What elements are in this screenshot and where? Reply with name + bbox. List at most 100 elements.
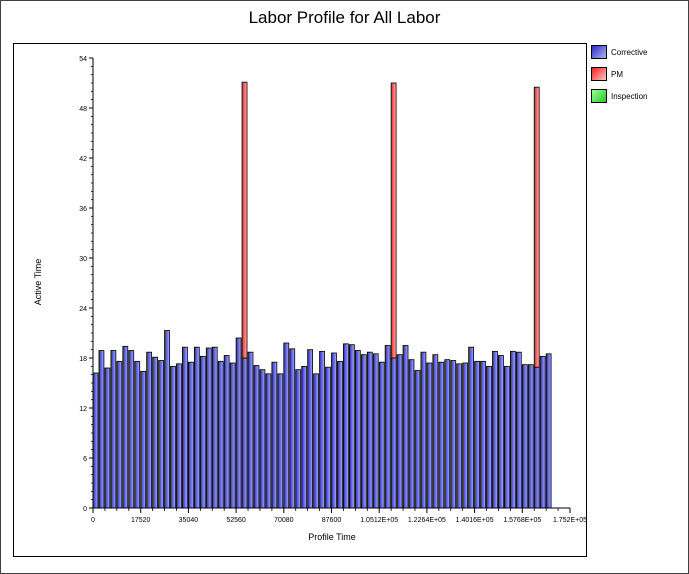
x-tick-label-2: 35040: [179, 517, 199, 524]
legend-swatch-inspection: [591, 89, 607, 103]
bar-corrective-50: [390, 357, 397, 509]
bar-corrective-25: [241, 357, 248, 509]
bar-corrective-5: [122, 345, 129, 509]
y-tick-label-8: 48: [79, 106, 87, 113]
x-axis-label: Profile Time: [308, 532, 356, 542]
bar-corrective-43: [348, 344, 355, 509]
bar-corrective-22: [223, 355, 230, 509]
bar-corrective-58: [438, 361, 445, 509]
bar-corrective-56: [426, 362, 433, 509]
bar-corrective-13: [170, 365, 176, 509]
x-tick-label-10: 1.752E+05: [553, 517, 587, 524]
legend: Corrective PM Inspection: [591, 45, 647, 111]
bar-corrective-24: [235, 337, 242, 509]
chart-title: Labor Profile for All Labor: [248, 8, 441, 27]
bar-corrective-62: [462, 362, 469, 509]
bar-corrective-68: [498, 355, 504, 509]
legend-item-corrective: Corrective: [591, 45, 647, 59]
x-tick-label-3: 52560: [226, 517, 246, 524]
bar-corrective-19: [205, 347, 212, 509]
bar-corrective-37: [313, 373, 319, 509]
bar-corrective-8: [140, 370, 147, 509]
x-tick-label-1: 17520: [131, 517, 151, 524]
bar-corrective-67: [492, 350, 498, 509]
legend-swatch-corrective: [591, 45, 607, 59]
bar-corrective-38: [319, 350, 325, 509]
bar-corrective-71: [515, 351, 522, 509]
bar-corrective-61: [456, 363, 463, 509]
x-tick-label-8: 1.4016E+05: [456, 517, 494, 524]
bar-corrective-39: [325, 366, 331, 509]
bar-corrective-66: [486, 365, 492, 509]
y-tick-label-6: 36: [79, 206, 87, 213]
legend-label-inspection: Inspection: [611, 91, 648, 101]
bar-corrective-14: [176, 363, 182, 509]
y-tick-label-5: 30: [79, 256, 87, 263]
bar-corrective-45: [360, 354, 367, 509]
legend-swatch-pm: [591, 67, 607, 81]
bar-corrective-55: [420, 351, 427, 509]
bar-corrective-70: [509, 350, 516, 509]
plot-frame: [13, 43, 587, 557]
legend-item-inspection: Inspection: [591, 89, 647, 103]
bar-corrective-72: [521, 364, 528, 509]
bar-corrective-28: [259, 369, 266, 509]
bar-corrective-30: [271, 361, 278, 509]
bar-corrective-3: [110, 350, 117, 509]
bar-corrective-41: [337, 360, 343, 509]
x-tick-label-7: 1.2264E+05: [408, 517, 446, 524]
y-tick-label-0: 0: [83, 506, 87, 513]
bar-corrective-23: [229, 362, 236, 509]
bar-corrective-69: [504, 365, 510, 509]
bar-pm-74: [533, 86, 540, 368]
legend-label-pm: PM: [611, 69, 623, 79]
bar-corrective-54: [414, 370, 421, 509]
bar-corrective-29: [265, 373, 272, 509]
y-tick-label-3: 18: [79, 356, 87, 363]
bar-corrective-42: [343, 343, 349, 509]
y-tick-label-4: 24: [79, 306, 87, 313]
bar-corrective-10: [152, 356, 158, 509]
bar-corrective-32: [283, 342, 290, 509]
bar-corrective-35: [301, 365, 308, 509]
legend-item-pm: PM: [591, 67, 647, 81]
bar-corrective-51: [396, 354, 403, 509]
y-tick-label-1: 6: [83, 456, 87, 463]
bar-corrective-20: [211, 346, 218, 509]
bar-corrective-33: [289, 348, 296, 509]
bar-corrective-64: [474, 360, 480, 509]
bar-pm-25: [241, 81, 248, 359]
bar-corrective-27: [253, 365, 260, 509]
bar-corrective-15: [182, 346, 188, 509]
x-tick-label-5: 87600: [322, 517, 342, 524]
y-tick-label-9: 54: [79, 56, 87, 63]
x-tick-label-6: 1.0512E+05: [360, 517, 398, 524]
bar-corrective-9: [146, 351, 153, 509]
y-axis-label: Active Time: [33, 259, 43, 306]
bar-corrective-31: [277, 373, 284, 509]
y-tick-label-2: 12: [79, 406, 87, 413]
bar-corrective-16: [187, 361, 194, 509]
legend-label-corrective: Corrective: [611, 47, 648, 57]
bar-corrective-1: [98, 350, 105, 509]
bar-corrective-12: [164, 330, 170, 509]
bar-corrective-57: [432, 354, 439, 509]
bars-group: [92, 81, 552, 509]
x-tick-label-0: 0: [91, 517, 95, 524]
bar-corrective-59: [444, 359, 451, 509]
bar-corrective-76: [545, 353, 552, 509]
bar-corrective-75: [539, 355, 546, 509]
bar-corrective-44: [354, 350, 361, 509]
bar-corrective-18: [199, 355, 206, 509]
bar-corrective-49: [384, 345, 391, 509]
bar-corrective-63: [468, 346, 475, 509]
bar-corrective-2: [104, 367, 111, 509]
bar-corrective-74: [533, 366, 540, 509]
bar-corrective-36: [307, 349, 314, 509]
bar-corrective-65: [480, 360, 486, 509]
axes-group: 0 6 12 18 24 30 36 42 48 54 0 17520 35040 52560 70080 8…: [79, 56, 587, 524]
bar-corrective-17: [193, 346, 200, 509]
bar-corrective-4: [116, 360, 123, 509]
bar-corrective-34: [295, 369, 302, 509]
